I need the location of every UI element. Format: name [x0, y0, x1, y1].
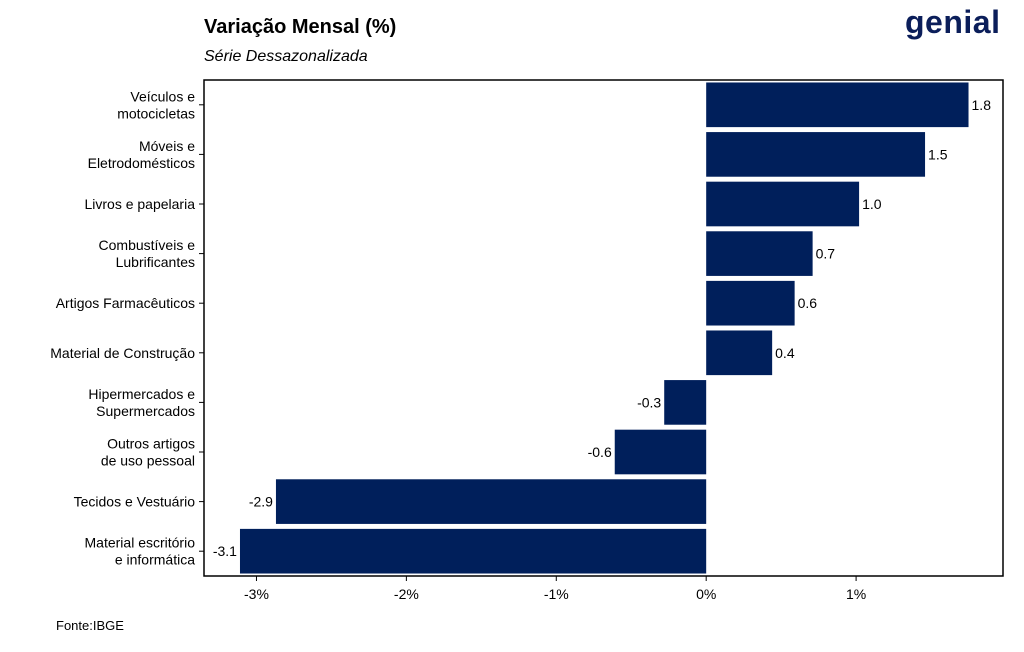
data-label: -3.1 — [213, 543, 237, 559]
data-label: -2.9 — [249, 494, 273, 510]
plot-panel-border — [203, 79, 1004, 577]
category-label: Outros artigos de uso pessoal — [101, 436, 195, 469]
bar — [614, 429, 707, 475]
bar — [706, 82, 969, 128]
data-label: -0.3 — [637, 394, 661, 410]
data-label: 1.8 — [972, 97, 992, 113]
x-tick-label: 1% — [846, 586, 866, 602]
bar — [706, 181, 860, 227]
bar — [664, 380, 707, 425]
category-label: Hipermercados e Supermercados — [88, 386, 195, 419]
bar — [239, 528, 707, 574]
bar — [706, 132, 926, 177]
category-label: Livros e papelaria — [84, 196, 195, 212]
category-label: Móveis e Eletrodomésticos — [88, 138, 196, 171]
x-tick-label: 0% — [696, 586, 716, 602]
category-label: Material escritório e informática — [85, 535, 196, 568]
data-label: 1.5 — [928, 146, 948, 162]
x-tick-label: -1% — [544, 586, 569, 602]
data-label: 0.4 — [775, 345, 795, 361]
bar — [706, 231, 813, 276]
data-label: 0.6 — [798, 295, 818, 311]
data-label: 1.0 — [862, 196, 882, 212]
x-tick-label: -3% — [244, 586, 269, 602]
data-label: -0.6 — [588, 444, 612, 460]
source-note: Fonte:IBGE — [56, 618, 124, 633]
bar — [706, 330, 773, 376]
chart-subtitle: Série Dessazonalizada — [204, 48, 368, 65]
brand-logo: genial — [905, 4, 1001, 40]
bar — [706, 280, 795, 326]
category-label: Veículos e motocicletas — [117, 88, 195, 121]
category-label: Material de Construção — [50, 345, 195, 361]
chart-title: Variação Mensal (%) — [204, 16, 397, 38]
data-label: 0.7 — [816, 246, 836, 262]
category-label: Artigos Farmacêuticos — [56, 295, 195, 311]
x-tick-label: -2% — [394, 586, 419, 602]
category-label: Tecidos e Vestuário — [74, 494, 196, 510]
category-label: Combustíveis e Lubrificantes — [99, 237, 196, 270]
bar — [275, 479, 707, 524]
